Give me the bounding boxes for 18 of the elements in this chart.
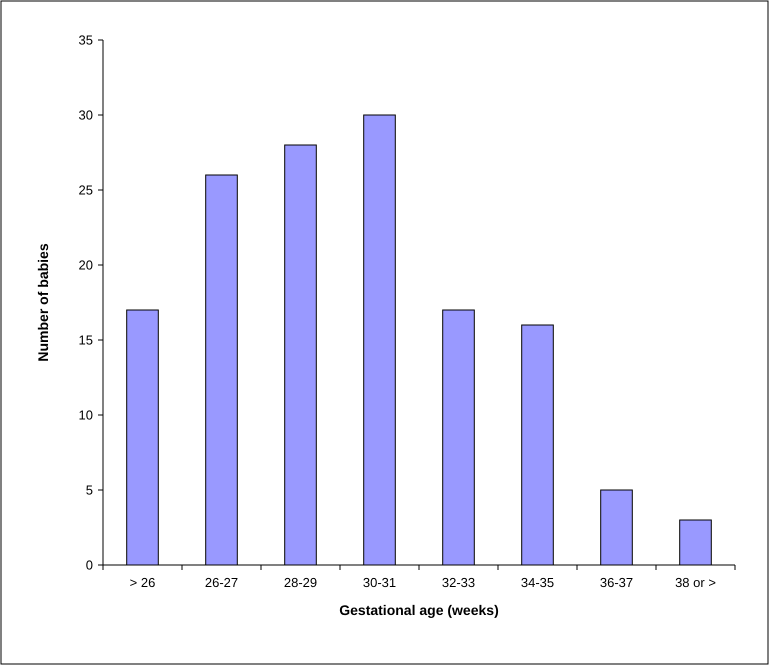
y-tick-label: 35 [78, 32, 93, 48]
x-tick-label: 38 or > [675, 575, 716, 590]
x-tick-label: 34-35 [520, 575, 554, 590]
x-tick-label: 36-37 [600, 575, 634, 590]
y-tick-label: 10 [78, 408, 93, 423]
x-tick-label: 28-29 [284, 575, 318, 590]
x-axis-title: Gestational age (weeks) [339, 602, 499, 618]
y-tick-label: 20 [78, 258, 93, 273]
y-tick-label: 25 [78, 182, 93, 198]
x-tick-label: 26-27 [204, 575, 238, 590]
y-tick-label: 15 [78, 332, 93, 348]
y-tick-label: 0 [86, 558, 93, 573]
y-tick-label: 30 [78, 108, 93, 123]
y-axis-title: Number of babies [35, 243, 51, 362]
y-tick-label: 5 [86, 482, 93, 498]
x-tick-label: > 26 [130, 575, 156, 590]
x-tick-label: 30-31 [362, 575, 396, 590]
x-tick-label: 32-33 [442, 575, 476, 590]
